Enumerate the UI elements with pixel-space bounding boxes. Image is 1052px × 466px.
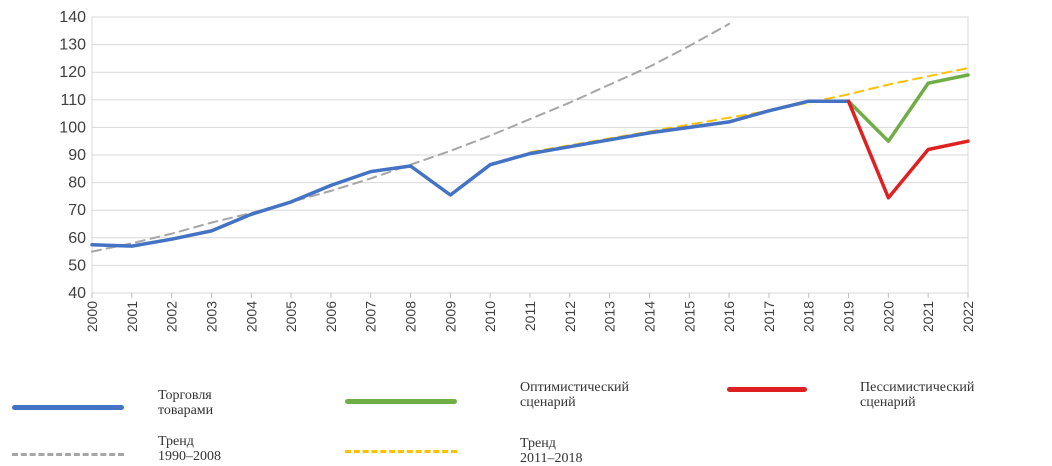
series-line-Торговля-товарами (90, 99, 851, 248)
x-tick-label: 2016 (721, 301, 737, 332)
legend-label: Пессимистический сценарий (860, 380, 975, 410)
x-tick-label: 2010 (482, 301, 498, 332)
x-tick-label: 2000 (84, 301, 100, 332)
legend-label: Оптимистический сценарий (520, 380, 629, 410)
legend-swatch (12, 453, 124, 456)
y-tick-label: 120 (59, 64, 86, 81)
x-tick-label: 2020 (880, 301, 896, 332)
x-tick-label: 2007 (363, 301, 379, 332)
y-tick-label: 130 (59, 37, 86, 54)
legend-swatch (345, 450, 457, 453)
legend-label: Торговля товарами (158, 388, 214, 418)
legend-swatch (12, 405, 124, 410)
x-tick-label: 2009 (442, 301, 458, 332)
x-tick-label: 2015 (681, 301, 697, 332)
legend-swatch (345, 399, 457, 404)
x-tick-label: 2012 (562, 301, 578, 332)
series-line-Пессимистический-сценарий (846, 99, 970, 200)
y-tick-label: 40 (68, 285, 86, 302)
x-tick-label: 2002 (164, 301, 180, 332)
x-axis-ticks: 2000 2001 2002 2003 2004 2005 2006 2007 2008 2009… (84, 293, 976, 332)
x-tick-label: 2006 (323, 301, 339, 332)
x-tick-label: 2001 (124, 301, 140, 332)
y-tick-label: 60 (68, 230, 86, 247)
x-tick-label: 2008 (403, 301, 419, 332)
x-tick-label: 2018 (801, 301, 817, 332)
y-tick-label: 80 (68, 175, 86, 192)
y-axis-ticks: 40 50 60 70 80 90 100 110 120 130 140 (59, 9, 86, 302)
x-tick-label: 2022 (960, 301, 976, 332)
x-tick-label: 2017 (761, 301, 777, 332)
series-lines (90, 22, 970, 253)
y-tick-label: 50 (68, 257, 86, 274)
x-tick-label: 2004 (243, 301, 259, 332)
x-tick-label: 2013 (602, 301, 618, 332)
y-tick-label: 140 (59, 9, 86, 26)
x-tick-label: 2014 (641, 301, 657, 332)
x-tick-label: 2005 (283, 301, 299, 332)
x-tick-label: 2019 (841, 301, 857, 332)
x-tick-label: 2003 (203, 301, 219, 332)
y-tick-label: 70 (68, 202, 86, 219)
gridlines (92, 16, 968, 294)
legend-swatch (727, 387, 807, 392)
x-tick-label: 2011 (522, 301, 538, 331)
series-line-Оптимистический-сценарий (846, 73, 970, 143)
y-tick-label: 100 (59, 119, 86, 136)
legend-label: Тренд 1990–2008 (158, 434, 221, 464)
x-tick-label: 2021 (920, 301, 936, 332)
legend-label: Тренд 2011–2018 (520, 436, 583, 466)
y-tick-label: 110 (60, 92, 86, 109)
y-tick-label: 90 (68, 147, 86, 164)
